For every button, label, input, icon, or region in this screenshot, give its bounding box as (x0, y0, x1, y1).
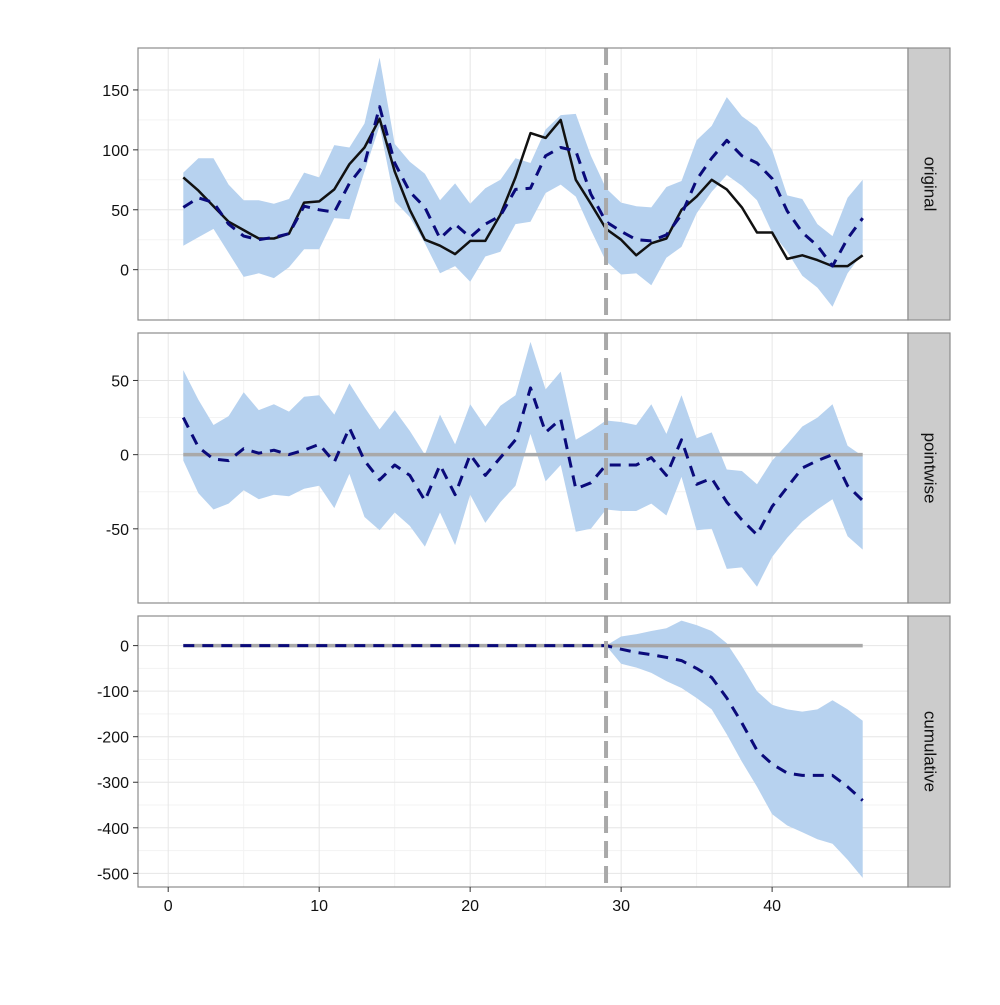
facet-strip-label: cumulative (921, 711, 940, 792)
panel-pointwise: -50 0 50 pointwise (106, 332, 951, 604)
y-tick-label: 0 (120, 639, 129, 656)
y-axis: 0 50 100 150 (102, 83, 138, 280)
x-axis: 0 10 20 30 40 (164, 887, 781, 915)
panel-plot-area (181, 341, 864, 587)
y-tick-label: 100 (102, 143, 129, 160)
y-tick-label: -100 (97, 684, 129, 701)
panel-plot-area (182, 57, 864, 307)
y-tick-label: -300 (97, 775, 129, 792)
y-tick-label: -500 (97, 866, 129, 883)
y-tick-label: 150 (102, 83, 129, 100)
facet-strip-label: pointwise (921, 433, 940, 504)
facet-strip-label: original (921, 157, 940, 212)
y-tick-label: 50 (111, 203, 129, 220)
y-tick-label: -200 (97, 730, 129, 747)
y-tick-label: -50 (106, 522, 129, 539)
y-tick-label: 0 (120, 448, 129, 465)
prediction-line-original (182, 105, 864, 268)
y-tick-label: -400 (97, 821, 129, 838)
confidence-band-pointwise (183, 341, 863, 587)
y-axis: -500 -400 -300 -200 -100 0 (97, 639, 138, 883)
prediction-line-pointwise (181, 386, 864, 537)
x-tick-label: 0 (164, 898, 173, 915)
y-tick-label: 0 (120, 263, 129, 280)
confidence-band-original (183, 57, 863, 307)
panel-cumulative: -500 -400 -300 -200 -100 0 cumulative (97, 615, 951, 888)
x-tick-label: 30 (612, 898, 630, 915)
facet-strip (907, 332, 951, 604)
y-tick-label: 50 (111, 373, 129, 390)
confidence-band-cumulative (183, 620, 863, 878)
x-tick-label: 10 (310, 898, 328, 915)
panel-plot-area (183, 620, 864, 878)
facet-strip (907, 47, 951, 321)
x-tick-label: 20 (461, 898, 479, 915)
y-axis: -50 0 50 (106, 373, 138, 539)
facet-strip (907, 615, 951, 888)
x-tick-label: 40 (763, 898, 781, 915)
panel-original: 0 50 100 150 original (102, 47, 951, 321)
